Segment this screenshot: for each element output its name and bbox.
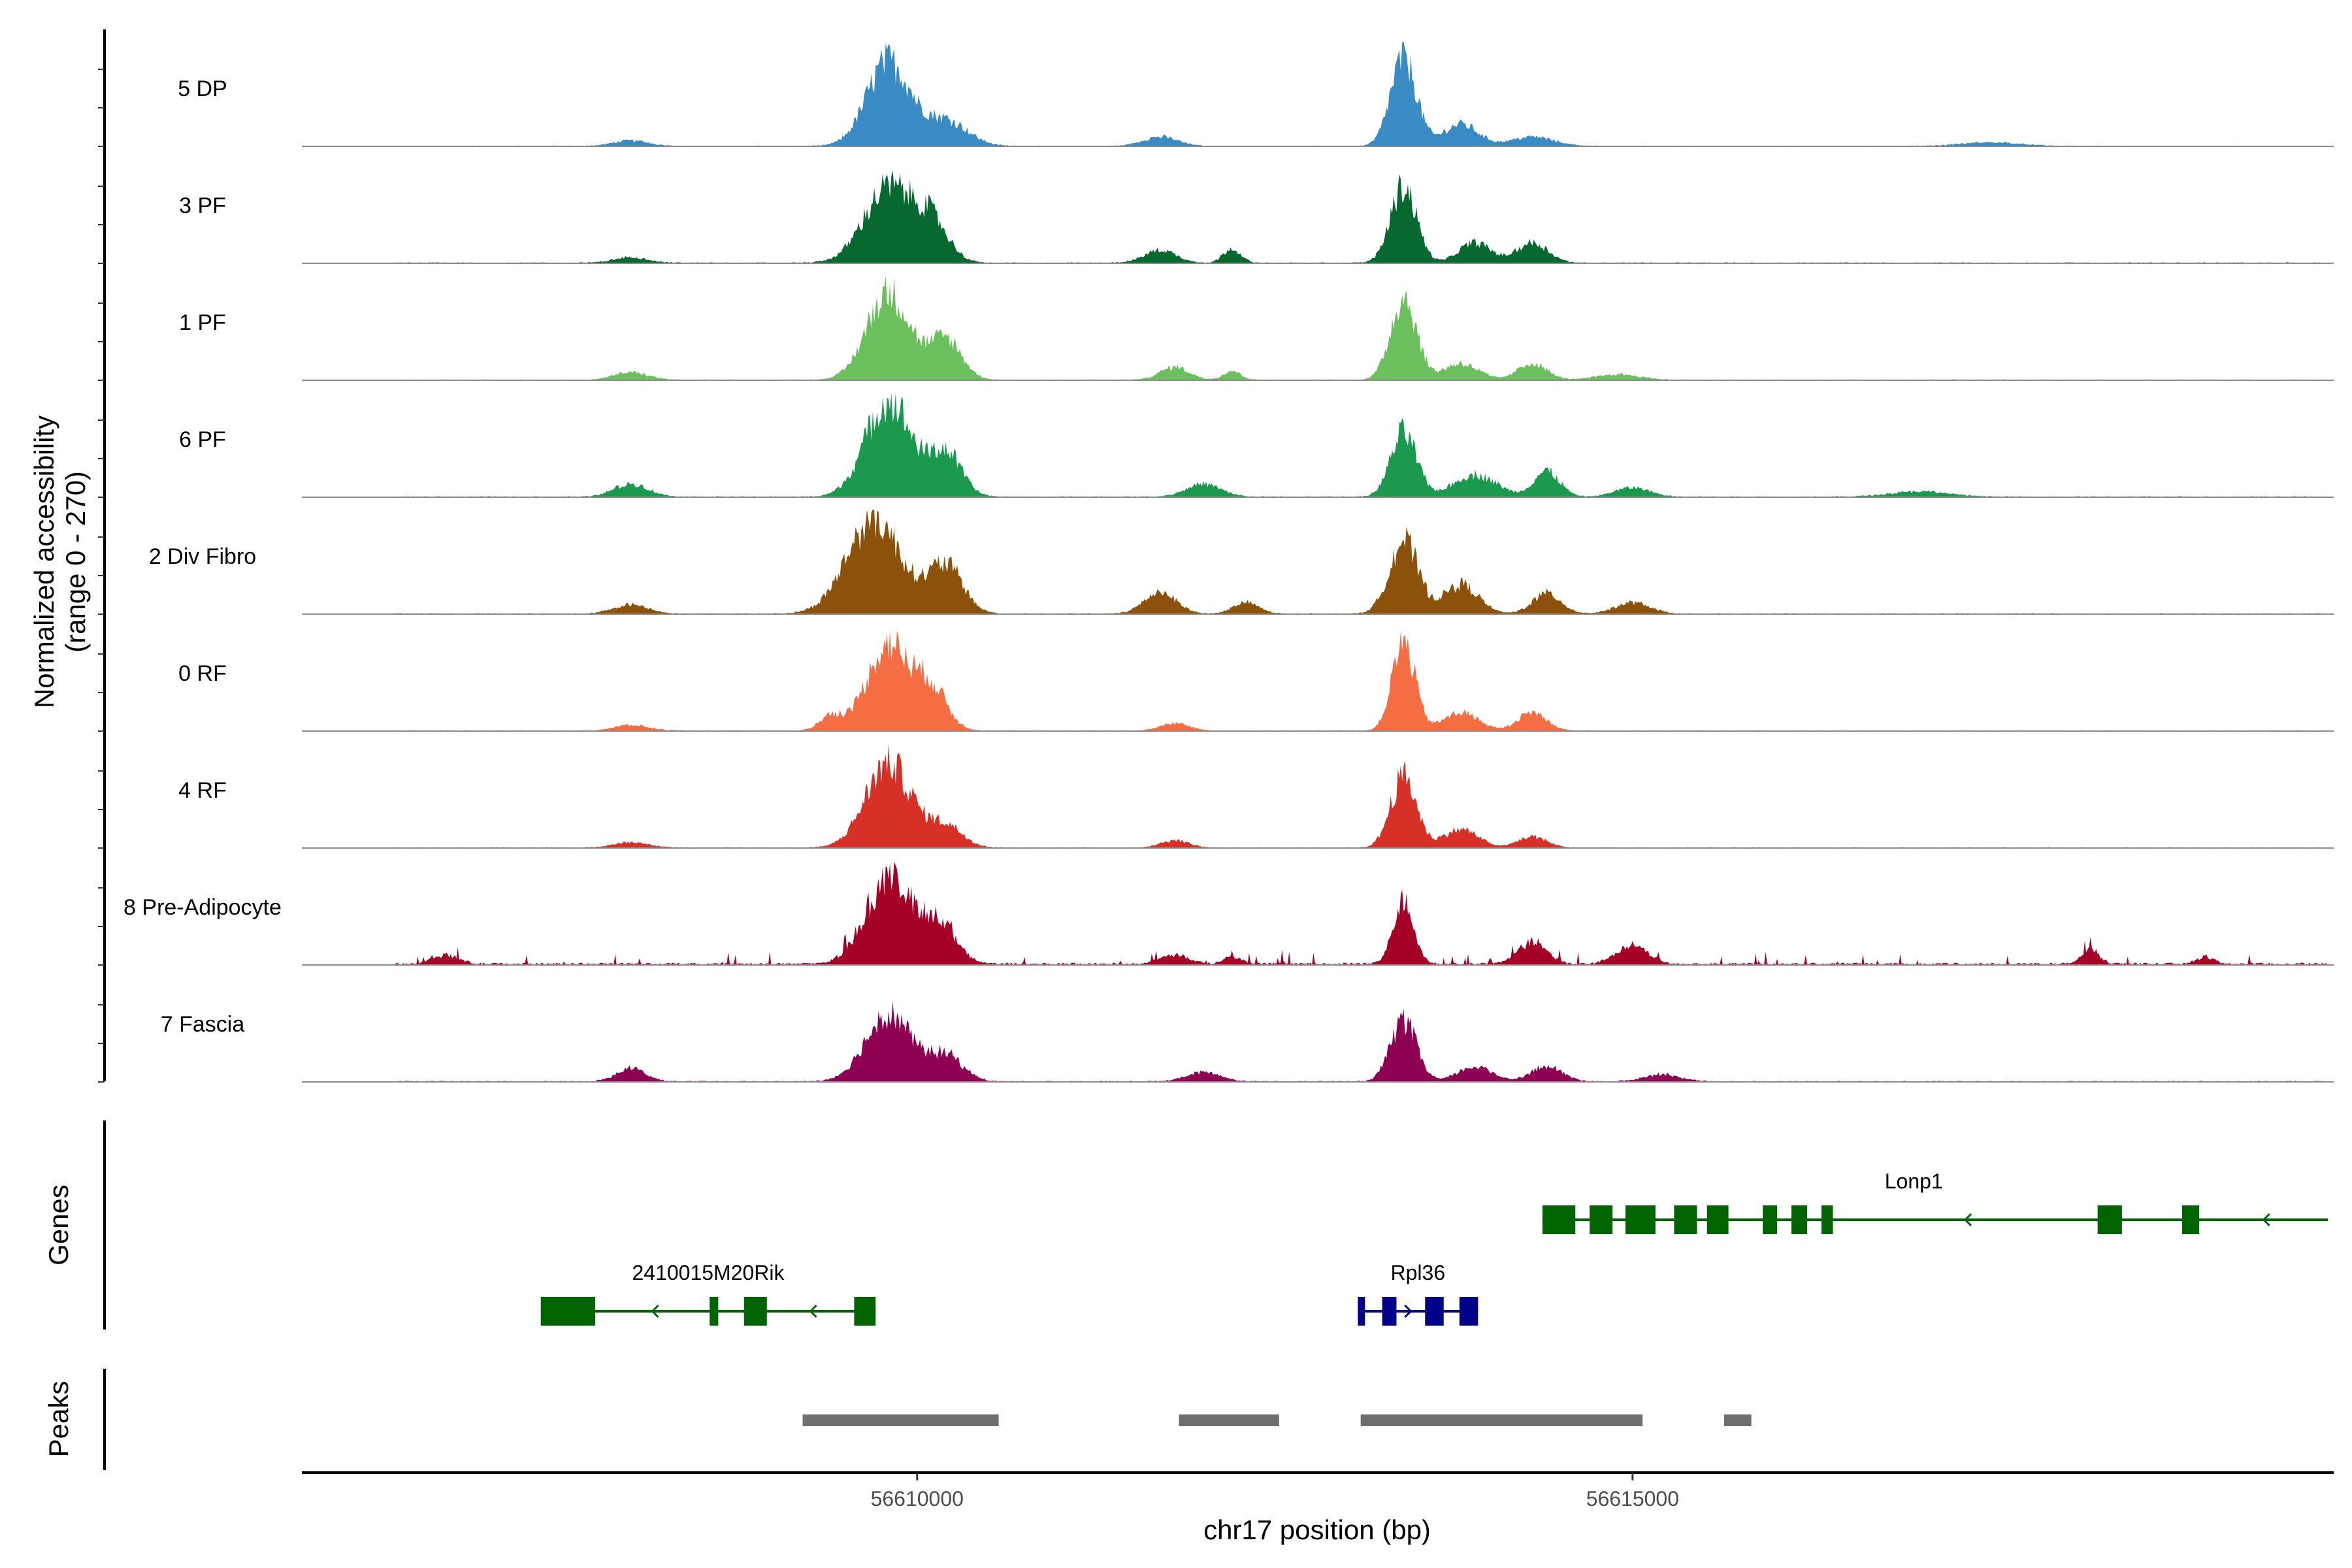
track-label: 7 Fascia	[161, 1012, 245, 1037]
peak-region	[802, 1414, 999, 1426]
gene-exon	[710, 1297, 719, 1326]
strand-arrow	[651, 1304, 659, 1318]
coverage-track: 0 RF	[178, 630, 2334, 732]
gene-model: 2410015M20Rik	[540, 1261, 876, 1326]
coverage-area	[395, 42, 2327, 146]
coverage-track: 7 Fascia	[161, 1001, 2334, 1083]
peak-region	[1179, 1414, 1279, 1426]
x-axis-ticks: 56610000 56615000	[871, 1473, 1679, 1511]
coverage-area	[395, 510, 2327, 614]
gene-model: Rpl36	[1358, 1261, 1478, 1326]
peaks-panel-label: Peaks	[43, 1381, 74, 1458]
gene-exon	[854, 1297, 876, 1326]
gene-label: 2410015M20Rik	[632, 1261, 785, 1284]
gene-exon	[743, 1297, 767, 1326]
gene-label: Rpl36	[1391, 1261, 1446, 1284]
coverage-area	[395, 171, 2327, 263]
gene-model: Lonp1	[1542, 1169, 2328, 1234]
x-tick-label: 56615000	[1586, 1487, 1679, 1511]
coverage-area	[395, 393, 2327, 497]
gene-exon	[1542, 1205, 1576, 1234]
coverage-y-axis-ticks	[98, 69, 105, 1083]
coverage-track: 1 PF	[179, 276, 2334, 381]
peaks-panel	[802, 1414, 1752, 1426]
strand-arrow	[809, 1304, 817, 1318]
coverage-area	[395, 276, 2327, 380]
track-label: 2 Div Fibro	[149, 544, 256, 569]
peak-region	[1360, 1414, 1643, 1426]
coverage-track: 5 DP	[178, 42, 2334, 147]
coverage-track: 6 PF	[179, 393, 2334, 498]
gene-exon	[1382, 1297, 1397, 1326]
gene-exon	[540, 1297, 595, 1326]
track-label: 4 RF	[178, 778, 227, 803]
strand-arrow	[2262, 1213, 2270, 1227]
track-label: 6 PF	[179, 427, 226, 452]
gene-exon	[1821, 1205, 1833, 1234]
track-label: 5 DP	[178, 76, 227, 101]
gene-label: Lonp1	[1885, 1169, 1943, 1193]
genes-panel-label: Genes	[43, 1184, 74, 1266]
gene-exon	[1425, 1297, 1444, 1326]
coverage-track: 4 RF	[178, 743, 2334, 849]
gene-exon	[1590, 1205, 1613, 1234]
coverage-area	[395, 630, 2327, 731]
gene-exon	[1358, 1297, 1365, 1326]
gene-exon	[2097, 1205, 2122, 1234]
x-axis-title: chr17 position (bp)	[1203, 1514, 1431, 1545]
genes-panel: Lonp1 2410015M20Rik Rpl36	[540, 1169, 2328, 1326]
gene-exon	[1459, 1297, 1478, 1326]
gene-exon	[1707, 1205, 1729, 1234]
y-axis-title-line1: Normalized accessibility	[29, 416, 59, 708]
gene-exon	[1674, 1205, 1697, 1234]
track-label: 0 RF	[178, 661, 227, 686]
gene-exon	[2181, 1205, 2200, 1234]
coverage-panel: 5 DP 3 PF 1 PF 6 PF 2 Div Fibro 0 RF 4 RF 8 Pre…	[123, 42, 2334, 1083]
coverage-area	[395, 743, 2327, 848]
coverage-area	[395, 861, 2327, 965]
track-label: 3 PF	[179, 193, 226, 218]
coverage-track: 8 Pre-Adipocyte	[123, 861, 2334, 966]
y-axis-title-line2: (range 0 - 270)	[60, 471, 91, 653]
gene-exon	[1791, 1205, 1808, 1234]
peak-region	[1724, 1414, 1752, 1426]
coverage-track: 2 Div Fibro	[149, 510, 2334, 615]
gene-exon	[1625, 1205, 1656, 1234]
gene-exon	[1763, 1205, 1778, 1234]
track-label: 8 Pre-Adipocyte	[123, 895, 282, 920]
strand-arrow	[1404, 1304, 1413, 1318]
strand-arrow	[1963, 1213, 1972, 1227]
coverage-track: 3 PF	[179, 171, 2334, 264]
x-tick-label: 56610000	[871, 1487, 964, 1511]
track-label: 1 PF	[179, 310, 226, 335]
coverage-area	[395, 1001, 2327, 1082]
